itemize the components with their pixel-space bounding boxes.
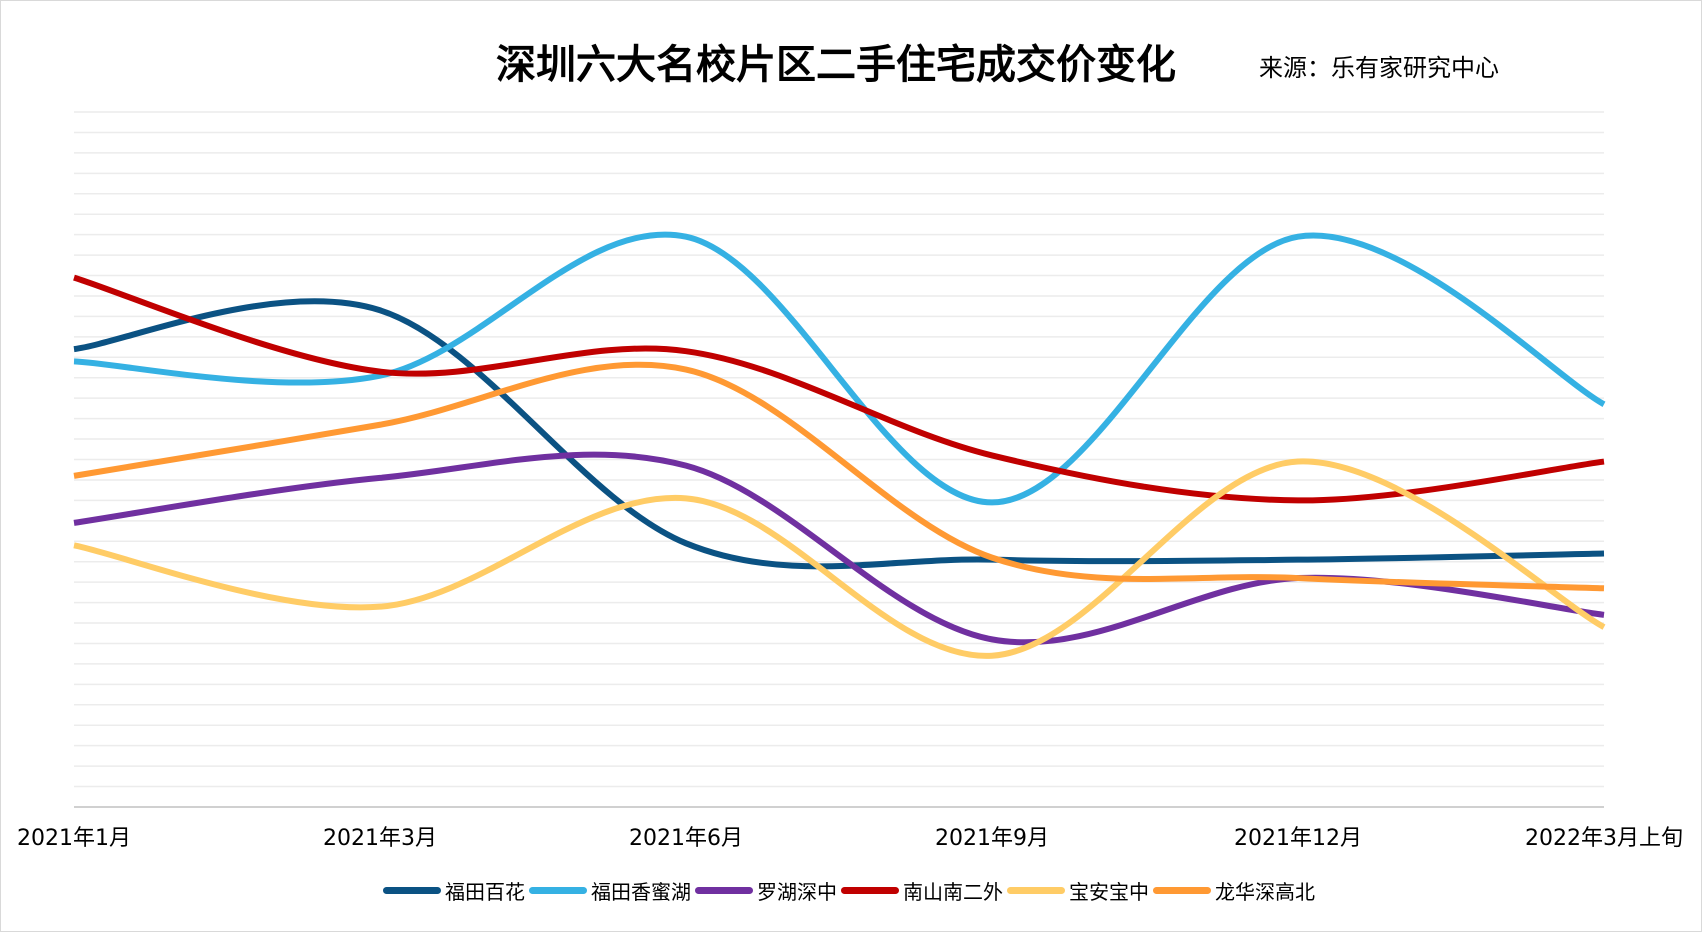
- legend-item: 宝安宝中: [1007, 876, 1149, 905]
- legend-item: 福田百花: [383, 876, 525, 905]
- legend-label: 龙华深高北: [1215, 880, 1315, 904]
- legend-item: 罗湖深中: [695, 876, 837, 905]
- legend-swatch: [1153, 887, 1211, 894]
- legend-swatch: [695, 887, 753, 894]
- x-tick-label: 2021年3月: [323, 826, 437, 851]
- series-line-2: [73, 451, 1605, 646]
- series-line-5: [73, 361, 1605, 592]
- x-tick-label: 2021年9月: [935, 826, 1049, 851]
- x-tick-label: 2021年1月: [17, 826, 131, 851]
- legend-swatch: [529, 887, 587, 894]
- legend-label: 南山南二外: [903, 880, 1003, 904]
- chart-source: 来源：乐有家研究中心: [1259, 54, 1499, 82]
- x-tick-label: 2021年12月: [1234, 826, 1362, 851]
- legend-swatch: [383, 887, 441, 894]
- legend-swatch: [1007, 887, 1065, 894]
- legend-label: 宝安宝中: [1069, 880, 1149, 904]
- legend-item: 南山南二外: [841, 876, 1003, 905]
- x-tick-label: 2022年3月上旬: [1525, 826, 1683, 851]
- legend-label: 福田百花: [445, 880, 525, 904]
- chart-title: 深圳六大名校片区二手住宅成交价变化: [496, 42, 1176, 88]
- series-line-3: [73, 274, 1605, 504]
- series-line-0: [73, 298, 1605, 570]
- legend: 福田百花 福田香蜜湖 罗湖深中 南山南二外 宝安宝中 龙华深高北: [0, 876, 1702, 905]
- legend-item: 龙华深高北: [1153, 876, 1315, 905]
- x-tick-label: 2021年6月: [629, 826, 743, 851]
- legend-item: 福田香蜜湖: [529, 876, 691, 905]
- legend-swatch: [841, 887, 899, 894]
- legend-label: 福田香蜜湖: [591, 880, 691, 904]
- legend-label: 罗湖深中: [757, 880, 837, 904]
- series-line-4: [73, 458, 1606, 659]
